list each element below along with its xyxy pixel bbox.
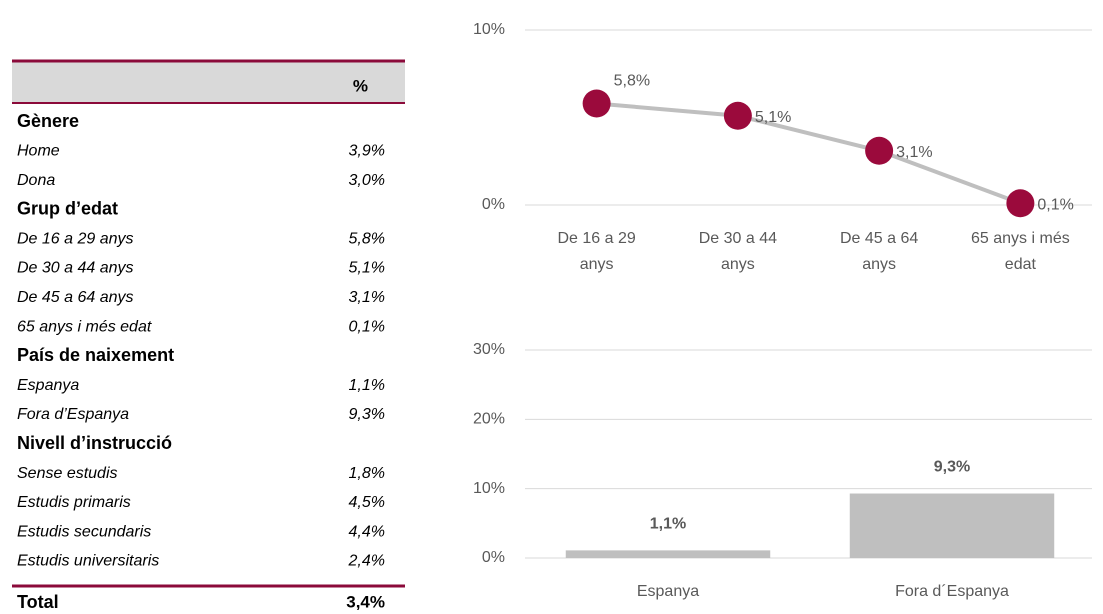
row-label: Estudis primaris [17,494,131,511]
y-tick-label: 30% [473,341,505,358]
section-title: Grup d’edat [17,199,118,219]
y-tick-label: 0% [482,549,505,566]
row-value: 1,1% [349,377,385,394]
column-header: % [353,76,368,95]
row-label: De 30 a 44 anys [17,260,134,277]
y-tick-label: 20% [473,411,505,428]
total-value: 3,4% [346,592,385,611]
section-title: Nivell d’instrucció [17,433,172,453]
x-tick-label: De 16 a 29 anys [557,230,635,273]
line [596,101,1022,206]
marker [723,101,752,130]
marker [582,89,611,118]
row-value: 5,1% [349,260,385,277]
charts: 0% 10% 5,8% De 16 a 29 anys 5,1% De 30 a 44 any… [473,21,1092,600]
row-value: 2,4% [348,553,385,570]
data-label: 9,3% [934,459,970,476]
row-value: 1,8% [349,465,385,482]
bar [565,550,771,558]
marker [1006,189,1035,218]
row-label: Home [17,143,60,160]
x-tick-label: De 45 a 64 anys [840,230,918,273]
row-value: 0,1% [349,318,385,335]
row-value: 9,3% [349,406,385,423]
y-tick-label: 0% [482,196,505,213]
data-label: 5,8% [614,73,650,90]
x-tick-label: De 30 a 44 anys [699,230,777,273]
row-value: 3,1% [349,289,385,306]
row-value: 4,4% [349,523,385,540]
row-value: 3,9% [349,143,385,160]
row-label: Espanya [17,377,79,394]
data-label: 1,1% [650,516,686,533]
row-label: Dona [17,172,55,189]
table: % Gènere Home 3,9% Dona 3,0% Grup d’edat De 16 … [12,59,405,612]
marker [865,136,894,165]
bar [849,493,1055,558]
row-label: Sense estudis [17,465,118,482]
x-tick-label: 65 anys i més edat [971,230,1070,273]
y-tick-label: 10% [473,21,505,38]
row-value: 4,5% [349,494,385,511]
row-value: 3,0% [349,172,385,189]
row-label: Estudis universitaris [17,553,159,570]
section-title: País de naixement [17,345,174,365]
header-bg [12,61,405,103]
row-label: Fora d’Espanya [17,406,129,423]
row-label: Estudis secundaris [17,523,151,540]
section-title: Gènere [17,111,79,131]
row-value: 5,8% [349,230,385,247]
total-label: Total [17,592,59,612]
x-tick-label: Espanya [637,583,699,600]
y-tick-label: 10% [473,480,505,497]
row-label: 65 anys i més edat [17,318,152,335]
data-label: 5,1% [755,109,791,126]
row-label: De 16 a 29 anys [17,230,134,247]
data-label: 3,1% [896,144,932,161]
row-label: De 45 a 64 anys [17,289,134,306]
x-tick-label: Fora d´Espanya [895,583,1009,600]
data-label: 0,1% [1037,196,1073,213]
